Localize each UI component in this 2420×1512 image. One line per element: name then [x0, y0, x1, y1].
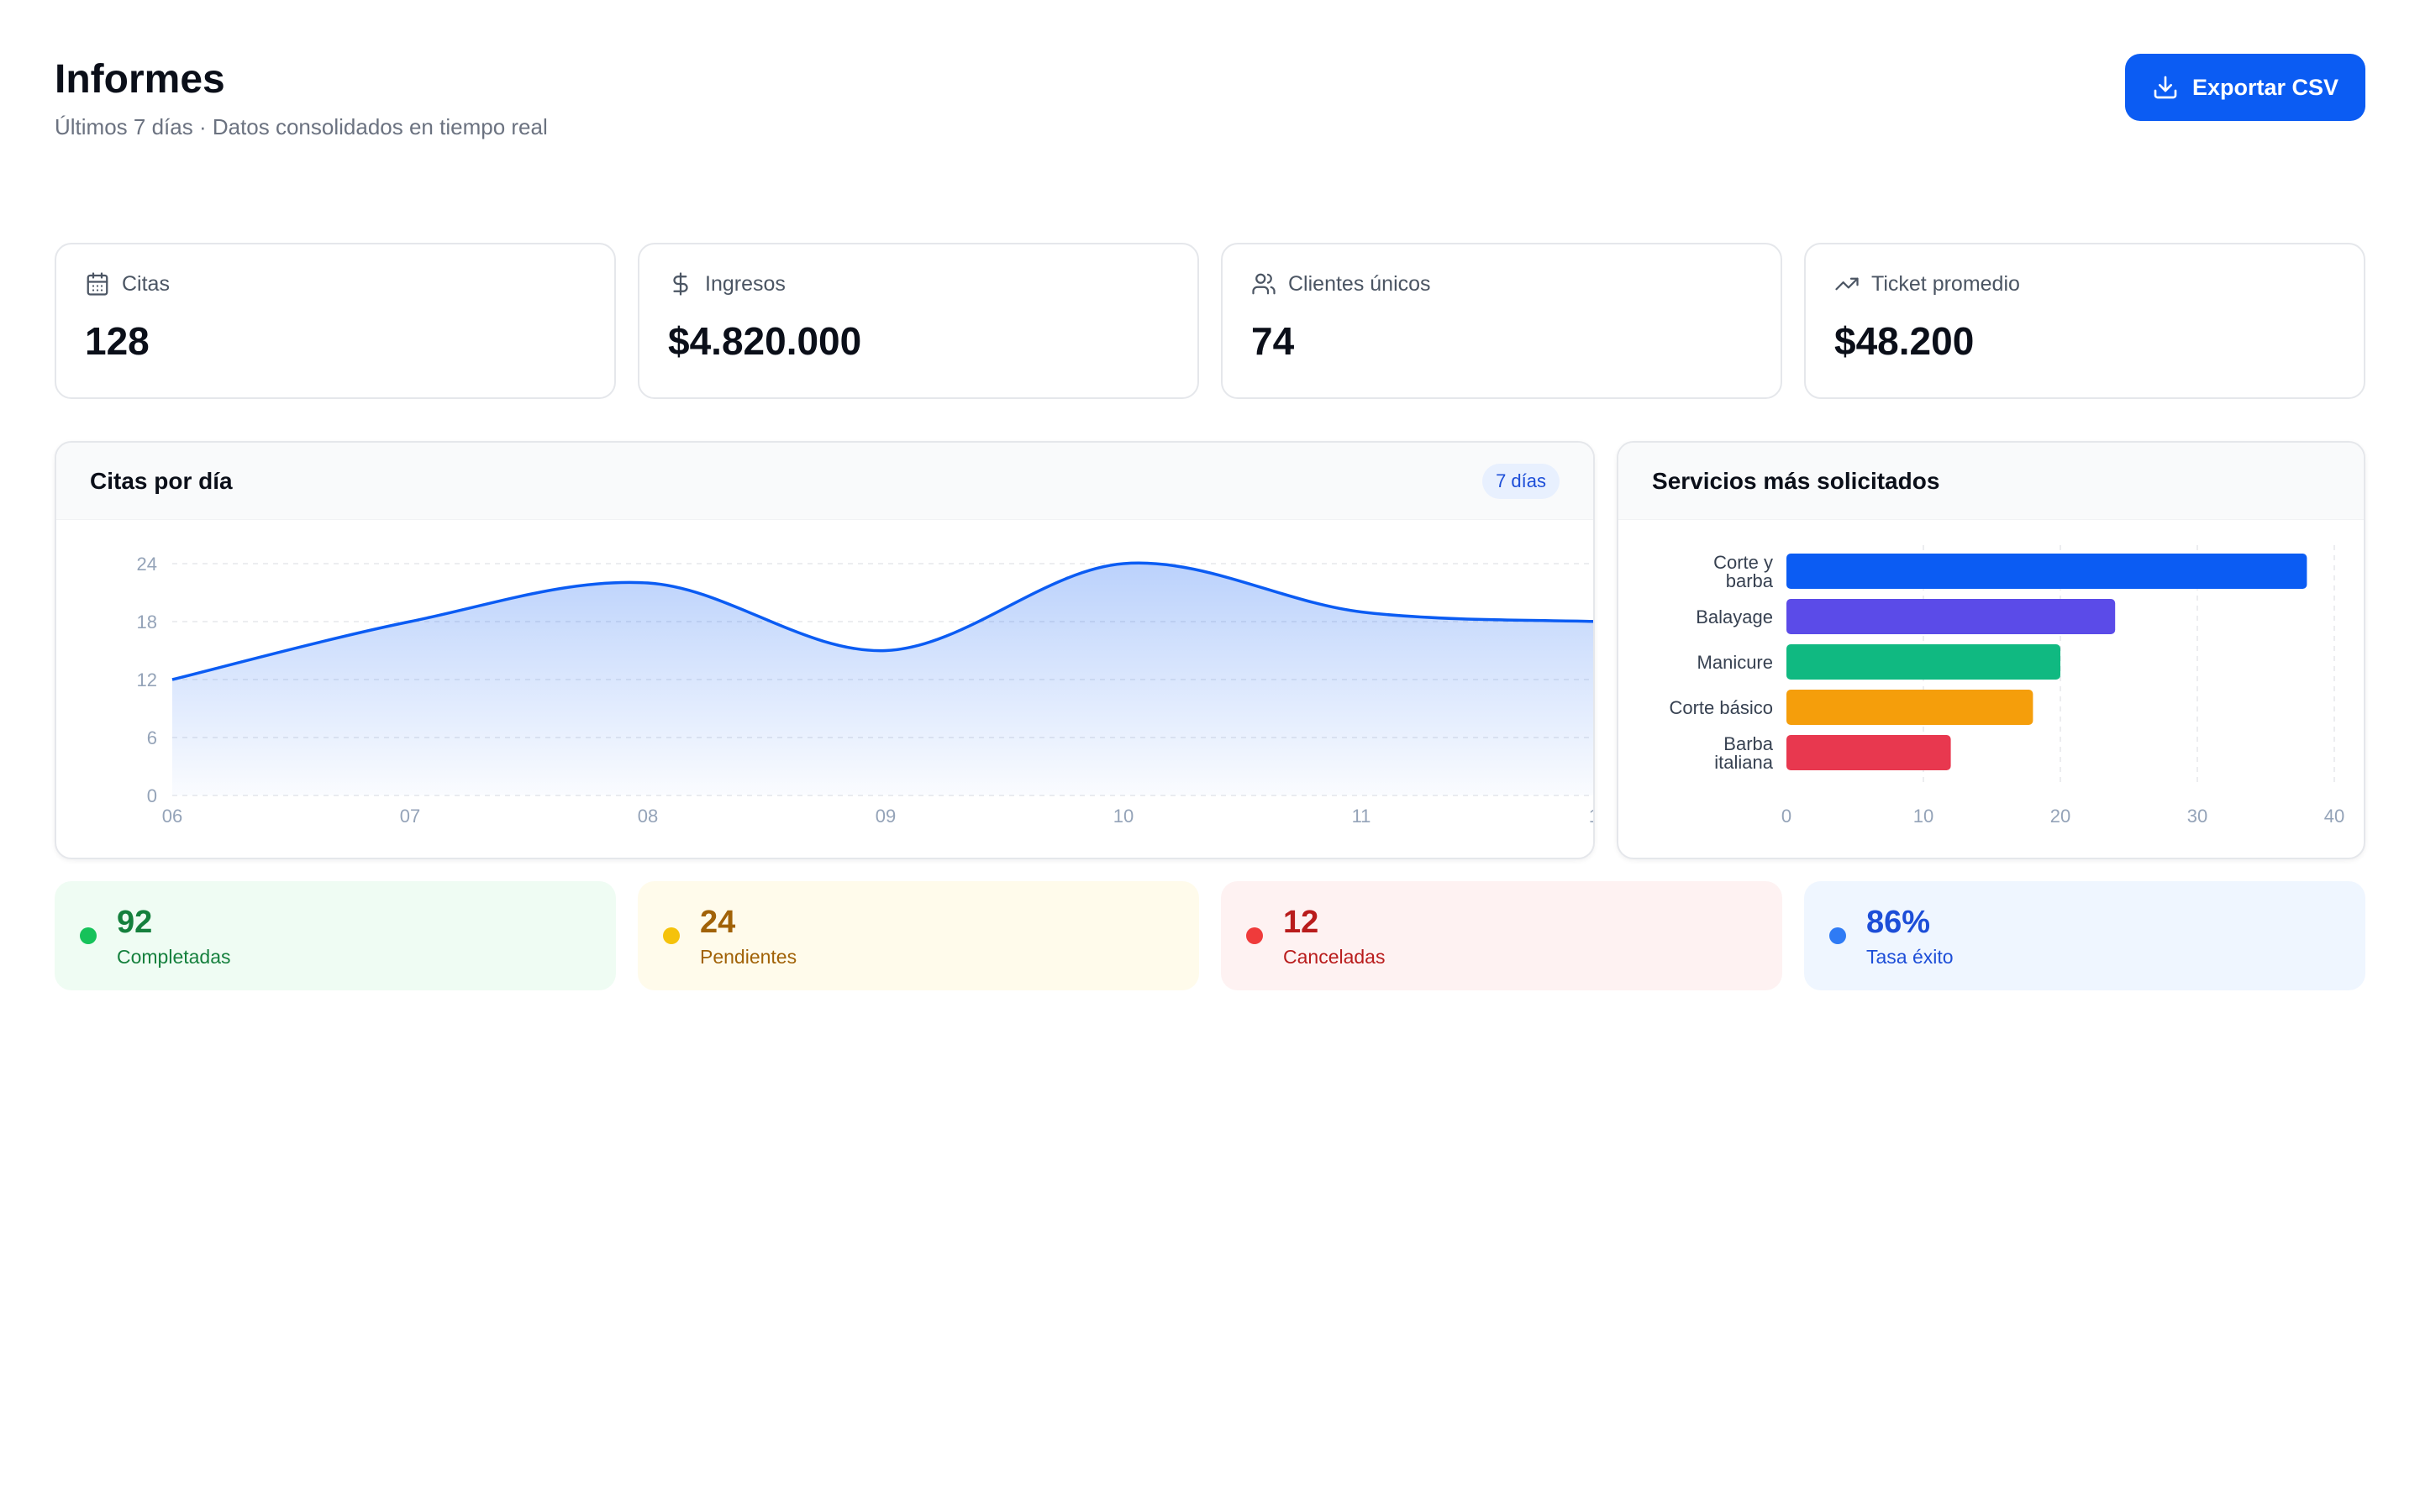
kpi-value: 74: [1251, 319, 1295, 363]
status-label: Tasa éxito: [1866, 945, 1954, 968]
bar: [1786, 735, 1951, 770]
status-card-tasa-exito: 86% Tasa éxito: [1804, 881, 2365, 990]
status-value: 24: [700, 904, 736, 940]
panel-title: Citas por día: [90, 467, 233, 494]
panel-title: Servicios más solicitados: [1652, 467, 1940, 494]
x-tick-label: 06: [162, 806, 182, 827]
users-icon: [1252, 273, 1276, 295]
x-tick-label: 10: [1913, 806, 1933, 827]
status-dot: [80, 927, 97, 944]
dollar-icon: [673, 272, 688, 296]
kpi-label: Citas: [122, 271, 170, 296]
status-value: 86%: [1866, 904, 1931, 940]
status-label: Canceladas: [1283, 945, 1386, 968]
status-dot: [1246, 927, 1263, 944]
panel-header: Servicios más solicitados: [1618, 443, 2364, 520]
trending-up-icon: [1835, 277, 1859, 291]
x-tick-label: 08: [638, 806, 658, 827]
kpi-value: $48.200: [1834, 319, 1975, 363]
y-tick-label: 24: [137, 554, 157, 575]
kpi-card-citas: Citas 128: [55, 243, 616, 399]
kpi-label: Ticket promedio: [1871, 271, 2020, 296]
status-dot: [663, 927, 680, 944]
kpi-card-ingresos: Ingresos $4.820.000: [638, 243, 1199, 399]
x-tick-label: 40: [2324, 806, 2344, 827]
kpi-card-ticket: Ticket promedio $48.200: [1804, 243, 2365, 399]
download-icon: [2154, 76, 2177, 99]
range-badge: 7 días: [1482, 463, 1560, 499]
status-card-completadas: 92 Completadas: [55, 881, 616, 990]
page-header: Informes Últimos 7 días · Datos consolid…: [55, 54, 2365, 188]
panel-header: Citas por día 7 días: [56, 443, 1594, 520]
export-csv-label: Exportar CSV: [2191, 74, 2338, 100]
category-label: Manicure: [1697, 652, 1773, 673]
series-line: [171, 561, 1594, 681]
y-tick-label: 12: [137, 669, 157, 690]
charts-row: Citas por día 7 días 0 6 12 18 24 06 07 08 09 10 1…: [55, 441, 2365, 859]
category-label: Balayage: [1696, 606, 1773, 627]
category-label: Corte y: [1713, 552, 1773, 573]
x-tick-label: 11: [1352, 806, 1371, 827]
status-card-canceladas: 12 Canceladas: [1221, 881, 1782, 990]
x-tick-label: 12: [1589, 806, 1595, 827]
y-tick-label: 6: [147, 727, 157, 748]
y-tick-label: 0: [147, 785, 157, 806]
category-label: Barba: [1723, 733, 1773, 754]
x-tick-label: 07: [400, 806, 420, 827]
bar: [1786, 599, 2116, 634]
area-fill: [172, 563, 1594, 795]
x-tick-label: 20: [2050, 806, 2070, 827]
top-services-panel: Servicios más solicitados 0 10 20 30 40 Corte…: [1617, 441, 2365, 859]
kpi-label: Clientes únicos: [1288, 271, 1431, 296]
bar: [1786, 554, 2307, 589]
page-subtitle: Últimos 7 días · Datos consolidados en t…: [55, 114, 548, 139]
kpi-card-clientes: Clientes únicos 74: [1221, 243, 1782, 399]
title-block: Informes Últimos 7 días · Datos consolid…: [55, 54, 548, 140]
status-card-pendientes: 24 Pendientes: [638, 881, 1199, 990]
status-label: Pendientes: [700, 945, 797, 968]
kpi-row: Citas 128 Ingresos $4.820.000 Clientes ú…: [55, 243, 2365, 399]
category-label: barba: [1726, 570, 1774, 591]
x-tick-label: 30: [2187, 806, 2207, 827]
bar: [1786, 644, 2061, 680]
x-tick-label: 09: [876, 806, 896, 827]
daily-area-chart: 0612182406070809101112: [137, 554, 1595, 827]
y-tick-label: 18: [137, 612, 157, 633]
category-label: Corte básico: [1670, 697, 1774, 718]
category-label: italiana: [1714, 752, 1773, 773]
x-tick-label: 0: [1781, 806, 1791, 827]
kpi-value: $4.820.000: [668, 319, 862, 363]
status-dot: [1829, 927, 1846, 944]
status-value: 92: [117, 904, 153, 940]
status-label: Completadas: [117, 945, 231, 968]
bar: [1786, 690, 2033, 725]
x-tick-label: 10: [1113, 806, 1134, 827]
calendar-icon: [87, 272, 108, 296]
status-row: 92 Completadas 24 Pendientes 12 Cancelad…: [55, 881, 2365, 990]
kpi-value: 128: [85, 319, 150, 363]
daily-appointments-panel: Citas por día 7 días 0 6 12 18 24 06 07 08 09 10 1…: [55, 441, 1596, 859]
status-value: 12: [1283, 904, 1319, 940]
page-title: Informes: [55, 57, 225, 102]
export-csv-button[interactable]: Exportar CSV: [2124, 54, 2365, 121]
kpi-label: Ingresos: [705, 271, 786, 296]
